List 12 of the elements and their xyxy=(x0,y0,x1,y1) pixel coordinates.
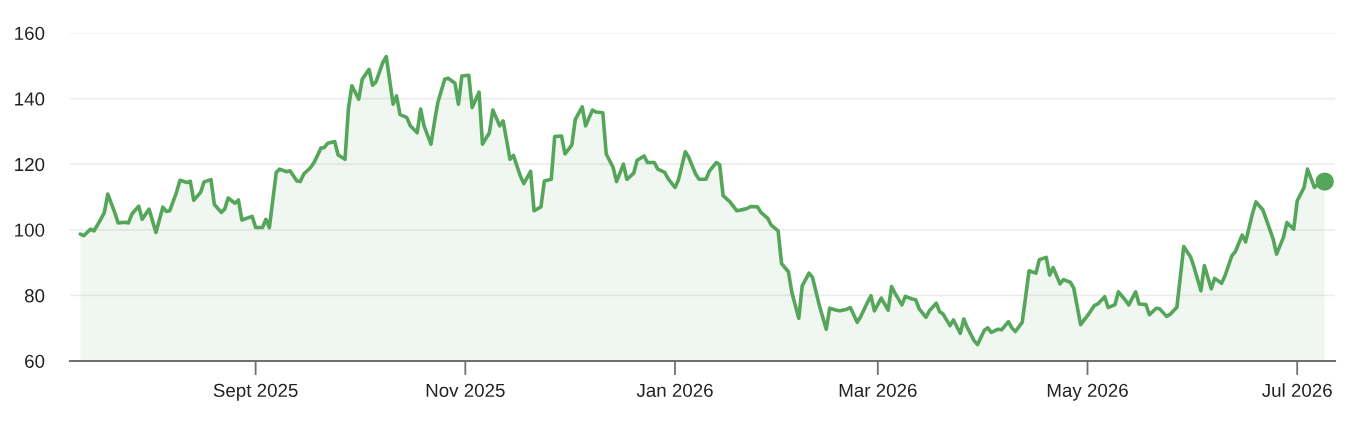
y-tick-label: 120 xyxy=(15,157,45,172)
y-tick-label: 100 xyxy=(15,223,45,237)
y-tick-label: 160 xyxy=(15,26,45,40)
y-tick-label: 140 xyxy=(15,92,45,106)
x-tick-label: Jul 2026 xyxy=(1262,383,1332,397)
y-tick-label: 80 xyxy=(24,289,45,303)
x-tick-label: May 2026 xyxy=(1047,383,1128,401)
x-tick-label: Jan 2026 xyxy=(636,383,713,397)
x-tick-label: Mar 2026 xyxy=(839,383,917,397)
x-tick-label: Sept 2025 xyxy=(213,383,298,401)
x-tick-label: Nov 2025 xyxy=(426,383,505,397)
y-tick-label: 60 xyxy=(25,354,45,368)
